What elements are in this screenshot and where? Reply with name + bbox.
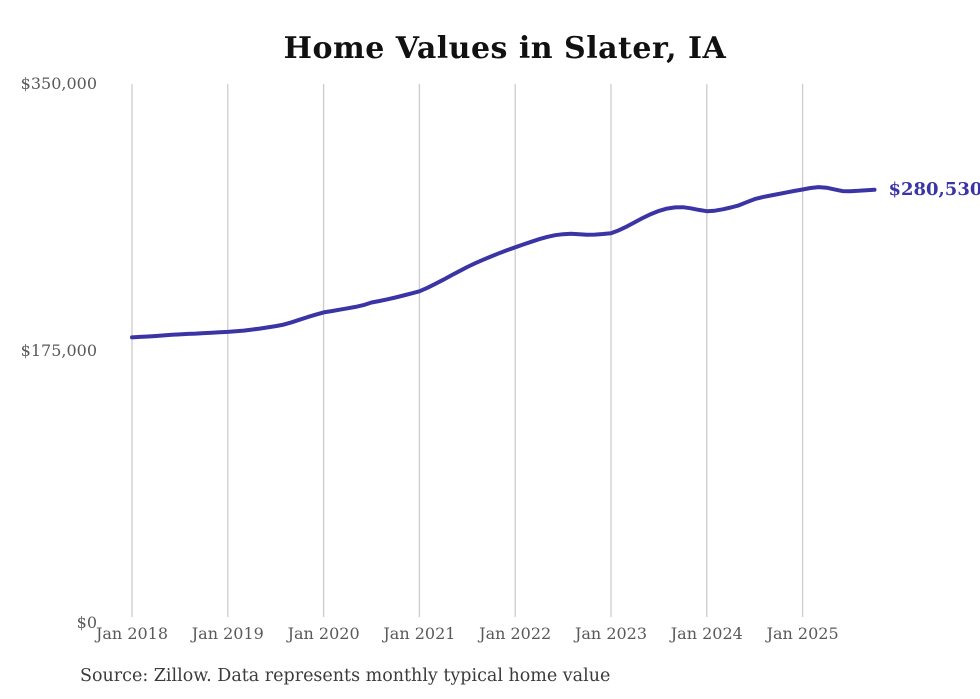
x-tick-label: Jan 2018 [95, 624, 169, 643]
x-tick-label: Jan 2019 [191, 624, 264, 643]
y-tick-label: $350,000 [20, 74, 97, 93]
chart-title: Home Values in Slater, IA [283, 31, 727, 66]
value-line [130, 185, 877, 340]
y-tick-label: $0 [76, 613, 97, 632]
x-tick-label: Jan 2022 [479, 624, 552, 643]
x-tick-label: Jan 2023 [574, 624, 648, 643]
x-tick-label: Jan 2025 [766, 624, 839, 643]
end-value-label: $280,530 [888, 178, 980, 200]
x-tick-label: Jan 2024 [670, 624, 743, 643]
x-tick-label: Jan 2020 [287, 624, 360, 643]
y-tick-label: $175,000 [20, 340, 97, 360]
source-note: Source: Zillow. Data represents monthly … [80, 666, 611, 686]
x-tick-label: Jan 2021 [383, 624, 456, 643]
